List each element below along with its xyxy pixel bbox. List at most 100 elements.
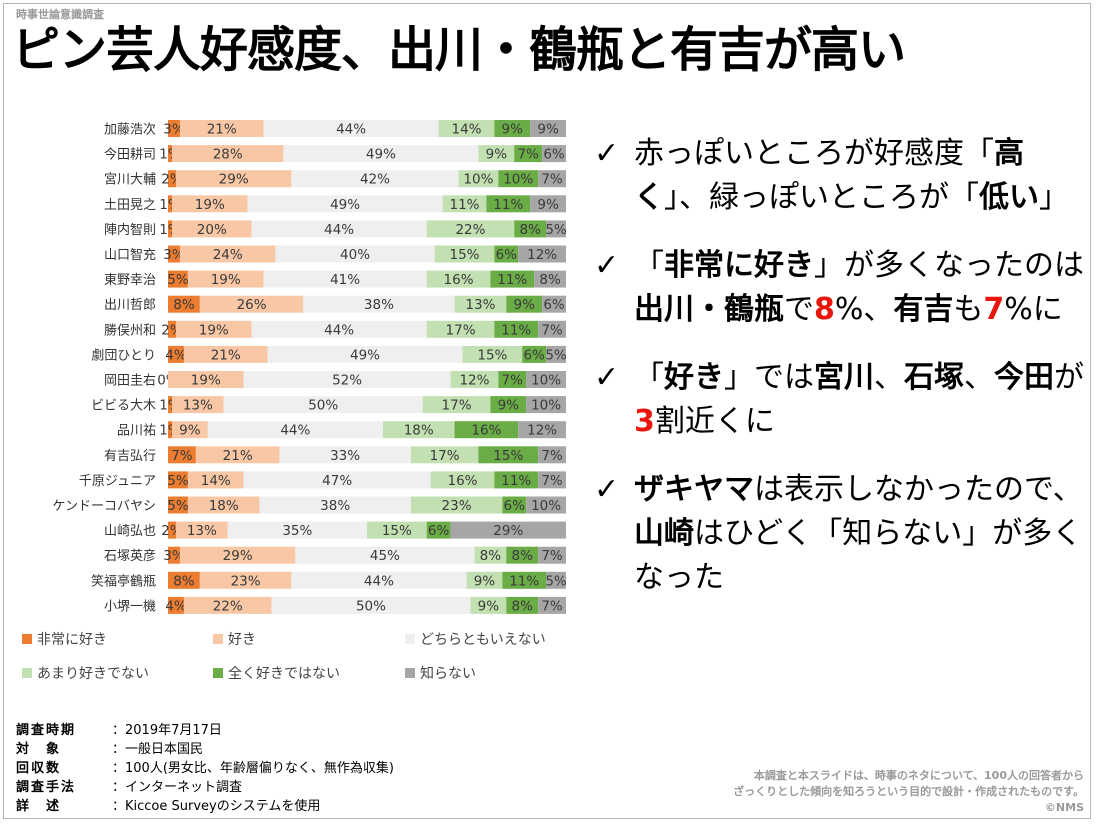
bar-segment [187,496,260,514]
data-label: 21% [211,347,241,363]
bar-segment [279,446,411,464]
legend-label: どちらともいえない [420,632,546,648]
data-label: 15% [450,247,480,263]
bullet-text: ザキヤマ [634,472,754,507]
bullet-text: 」、緑っぽいところが「 [664,180,979,215]
data-label: 29% [223,548,253,564]
bar-segment [538,546,566,564]
legend-swatch [22,634,32,644]
legend-swatch [213,668,223,678]
data-label: 5% [545,222,567,238]
data-label: 22% [455,222,485,238]
bar-segment [251,320,427,338]
bullet-item: ✓ 「非常に好き」が多くなったのは出川・鶴瓶で8%、有吉も7%に [594,244,1084,332]
data-label: 21% [223,448,253,464]
bar-segment [183,345,268,363]
bullet-text: はひどく「知らない」が多くなった [634,516,1083,595]
bar-segment [410,496,503,514]
data-label: 10% [503,172,533,188]
data-label: 22% [213,598,243,614]
bar-segment [171,396,224,414]
survey-info-value: ：インターネット調査 [112,780,243,795]
check-icon: ✓ [594,248,620,283]
bar-segment [486,195,531,213]
data-label: 44% [280,423,310,439]
data-label: 6% [523,347,545,363]
data-label: 19% [195,197,225,213]
bar-segment [175,320,252,338]
bar-segment [195,446,280,464]
category-label: 陣内智則 [104,222,156,238]
data-label: 35% [282,523,312,539]
data-label: 42% [360,172,390,188]
bullet-text: 」が多くなったのは [814,248,1084,283]
bar-segment [538,170,566,188]
legend-label: 知らない [420,665,476,682]
bullet-text: 山崎 [634,516,694,551]
data-label: 6% [496,247,518,263]
data-label: 16% [448,473,478,489]
bar-segment [259,496,411,514]
data-label: 12% [459,373,489,389]
data-label: 16% [471,423,501,439]
bullet-text: 」 [1039,180,1069,215]
bar-segment [542,145,566,163]
legend-swatch [405,668,415,678]
data-label: 6% [504,498,526,514]
bullet-text: 、 [964,360,994,395]
disclaimer-line: ©NMS [1044,801,1084,814]
category-label: 今田耕司 [104,147,156,163]
bar-segment [426,320,495,338]
category-label: 加藤浩次 [104,122,156,138]
bar-segment [458,170,499,188]
bar-segment [494,120,531,137]
bar-segment [478,145,515,163]
bar-segment [263,120,439,137]
category-label: 品川祐 [117,424,156,439]
data-label: 44% [324,322,354,338]
bar-segment [168,270,188,288]
bar-segment [522,345,547,363]
data-label: 14% [451,122,481,138]
data-label: 38% [364,297,394,313]
bar-segment [179,245,276,263]
stacked-bar-chart: 加藤浩次 3% 21% 44% 14% 9% 9%今田耕司 1% 28% 49% 9% 7% 6%宮川大… [22,120,567,682]
category-label: ケンドーコバヤシ [52,499,156,514]
data-label: 3% [163,247,185,263]
legend-label: 非常に好き [37,632,107,648]
bar-segment [462,345,523,363]
header-label: 時事世論意識調査 [16,8,104,21]
legend-label: 好き [228,632,256,648]
bar-segment [514,145,543,163]
bar-segment [506,596,539,614]
data-label: 9% [478,598,500,614]
bar-segment [538,446,566,464]
bar-segment [168,596,184,614]
bar-segment [168,446,196,464]
data-label: 19% [191,373,221,389]
bullet-text: も [953,292,984,327]
bar-segment [434,245,495,263]
bar-segment [542,295,566,313]
bullet-text: 7 [983,292,1005,327]
bar-segment [291,170,459,188]
bar-segment [382,421,455,439]
bar-segment [207,421,383,439]
data-label: 7% [541,548,563,564]
data-label: 7% [541,322,563,338]
category-label: 土田晃之 [104,198,156,213]
bar-segment [538,471,566,489]
data-label: 49% [330,197,360,213]
data-label: 11% [450,197,480,213]
data-label: 5% [545,347,567,363]
data-label: 45% [370,548,400,564]
bar-segment [526,371,566,388]
data-label: 8% [480,548,502,564]
bar-segment [450,371,499,388]
bullet-text: が [1054,360,1084,395]
bullet-item: ✓ 赤っぽいところが好感度「高く」、緑っぽいところが「低い」 [594,132,1084,220]
data-label: 49% [366,147,396,163]
bar-segment [175,521,228,539]
data-label: 9% [179,423,201,439]
data-label: 24% [213,247,243,263]
